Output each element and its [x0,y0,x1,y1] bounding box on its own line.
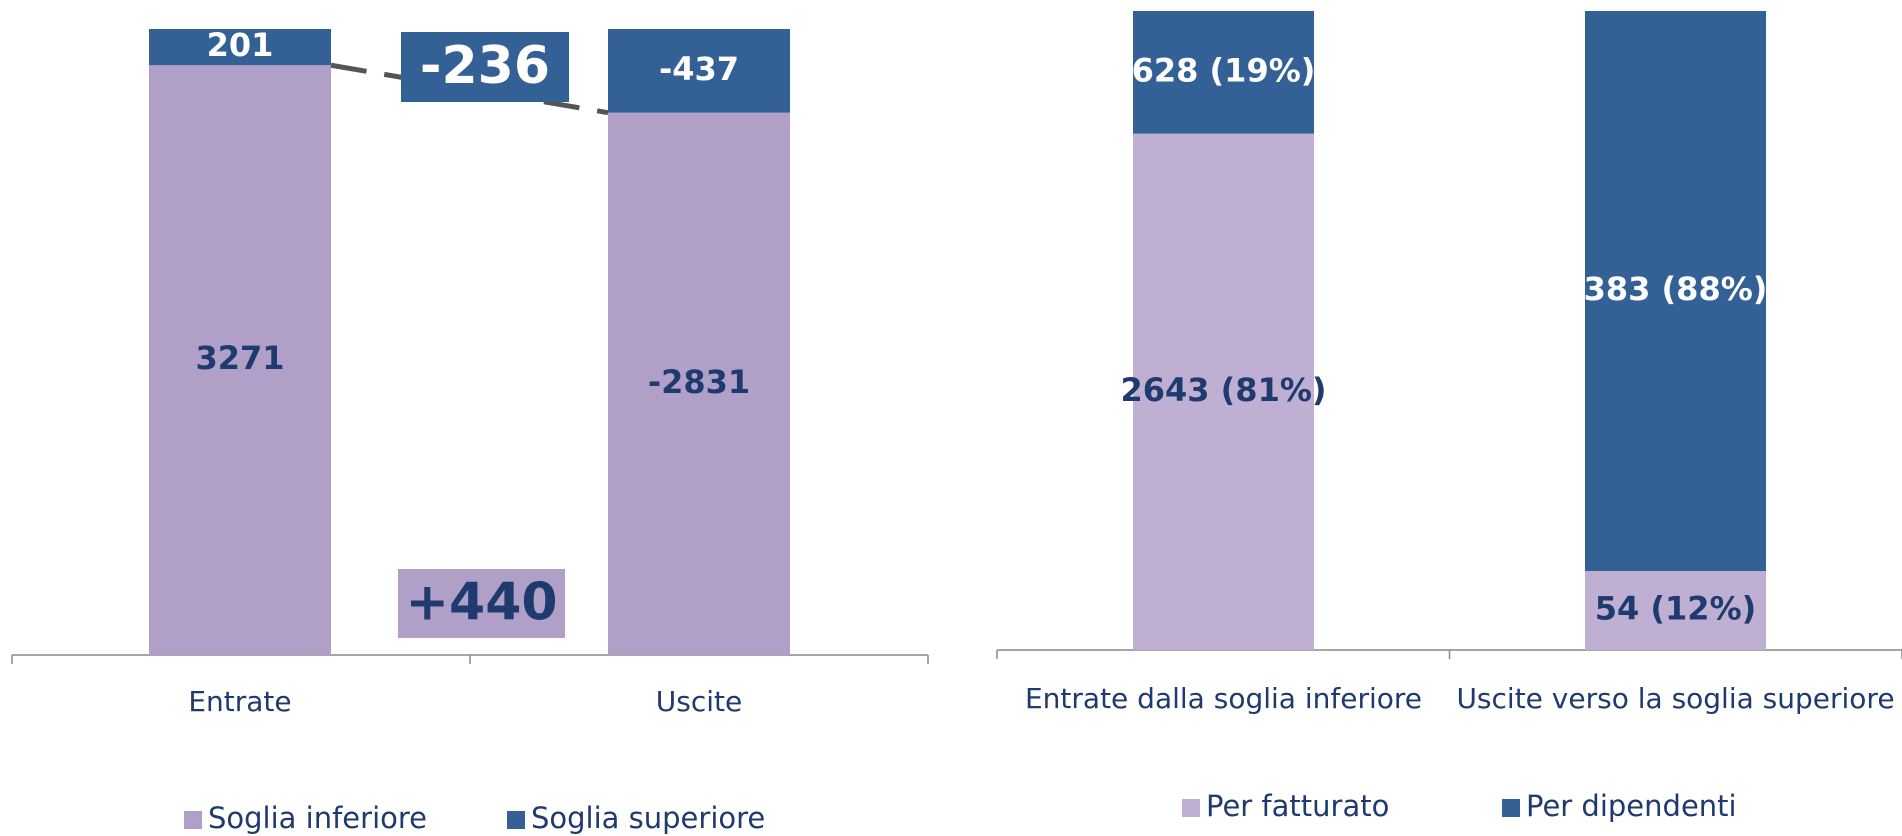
legend-swatch [1182,799,1200,817]
bar-segment [1133,133,1314,650]
legend-swatch [184,811,202,829]
annotation-box [398,569,565,638]
legend-label: Soglia inferiore [208,801,427,835]
bar-segment [608,29,790,113]
value-label: 3271 [195,339,284,377]
bar-segment [149,29,331,66]
bar-segment [608,112,790,656]
value-label: 54 (12%) [1595,590,1757,628]
annotation: -236 [420,36,550,96]
legend-label: Per dipendenti [1526,789,1737,823]
value-label: 628 (19%) [1132,51,1316,89]
bar-segment [149,65,331,655]
legend-swatch [507,811,525,829]
value-label: 2643 (81%) [1120,371,1326,409]
legend-label: Soglia superiore [531,801,765,835]
bar-segment [1585,11,1766,572]
value-label: 383 (88%) [1584,270,1768,308]
annotation: +440 [405,573,557,633]
x-tick-label: Uscite [656,685,742,718]
bar-segment [1133,11,1314,134]
legend-label: Per fatturato [1206,789,1389,823]
legend-swatch [1502,799,1520,817]
x-tick-label: Entrate [188,685,291,718]
value-label: 201 [207,26,274,64]
bar-segment [1585,571,1766,650]
value-label: -2831 [648,363,750,401]
value-label: -437 [659,50,739,88]
x-tick-label: Entrate dalla soglia inferiore [1025,682,1422,715]
annotation-box [401,32,569,102]
x-tick-label: Uscite verso la soglia superiore [1456,682,1894,715]
